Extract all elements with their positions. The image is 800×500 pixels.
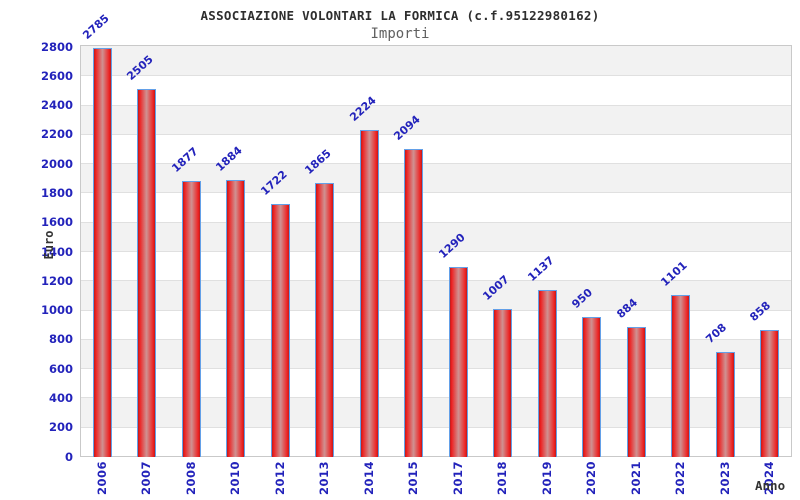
- y-axis-title: Euro: [42, 230, 56, 260]
- y-tick-label: 1400: [40, 244, 73, 259]
- x-tick-label: 2007: [139, 461, 154, 496]
- x-tick-label: 2012: [272, 461, 287, 496]
- x-tick-label: 2014: [361, 461, 376, 496]
- gridline: [81, 397, 791, 399]
- bar: [493, 308, 513, 457]
- y-tick-label: 1600: [40, 215, 73, 230]
- bar: [315, 182, 335, 457]
- gridline: [81, 280, 791, 282]
- bar: [404, 149, 424, 457]
- gridline: [81, 309, 791, 311]
- y-tick-label: 600: [48, 361, 73, 376]
- y-tick-label: 1200: [40, 273, 73, 288]
- x-tick-label: 2021: [628, 461, 643, 496]
- gridline: [81, 426, 791, 428]
- x-tick-label: 2008: [183, 461, 198, 496]
- plot-band: [81, 133, 791, 164]
- gridline: [81, 133, 791, 135]
- bar: [92, 48, 112, 457]
- y-tick-label: 2800: [40, 39, 73, 54]
- bar: [715, 352, 735, 457]
- x-tick-label: 2018: [495, 461, 510, 496]
- plot-band: [81, 75, 791, 105]
- bar: [270, 203, 290, 457]
- bar: [671, 294, 691, 457]
- bar: [760, 330, 780, 457]
- bar: [537, 289, 557, 457]
- gridline: [81, 338, 791, 340]
- bar: [137, 89, 157, 457]
- x-tick-label: 2022: [673, 461, 688, 496]
- x-tick-label: 2006: [94, 461, 109, 496]
- x-tick-label: 2013: [317, 461, 332, 496]
- bar: [181, 181, 201, 457]
- y-tick-label: 2000: [40, 156, 73, 171]
- gridline: [81, 104, 791, 106]
- plot-band: [81, 104, 791, 134]
- y-tick-label: 800: [48, 332, 73, 347]
- gridline: [81, 192, 791, 194]
- y-tick-label: 400: [48, 390, 73, 405]
- y-tick-label: 2600: [40, 68, 73, 83]
- y-tick-label: 2400: [40, 98, 73, 113]
- y-tick-label: 1000: [40, 303, 73, 318]
- y-tick-label: 2200: [40, 127, 73, 142]
- bar: [626, 326, 646, 457]
- gridline: [81, 163, 791, 165]
- bar: [448, 267, 468, 457]
- x-tick-label: 2019: [539, 461, 554, 496]
- gridline: [81, 75, 791, 77]
- chart-subtitle: Importi: [370, 26, 430, 42]
- x-tick-label: 2017: [450, 461, 465, 496]
- gridline: [81, 368, 791, 370]
- bar: [582, 316, 602, 457]
- chart-title: ASSOCIAZIONE VOLONTARI LA FORMICA (c.f.9…: [200, 8, 600, 23]
- x-tick-label: 2020: [584, 461, 599, 496]
- x-tick-label: 2023: [717, 461, 732, 496]
- gridline: [81, 221, 791, 223]
- x-axis-title: Anno: [755, 478, 786, 493]
- y-tick-label: 1800: [40, 185, 73, 200]
- gridline: [81, 251, 791, 252]
- x-tick-label: 2015: [406, 461, 421, 496]
- bar: [226, 180, 246, 457]
- bar: [359, 130, 379, 457]
- y-tick-label: 0: [64, 449, 73, 464]
- plot-band: [81, 46, 791, 76]
- y-tick-label: 200: [48, 420, 73, 435]
- x-tick-label: 2010: [228, 461, 243, 496]
